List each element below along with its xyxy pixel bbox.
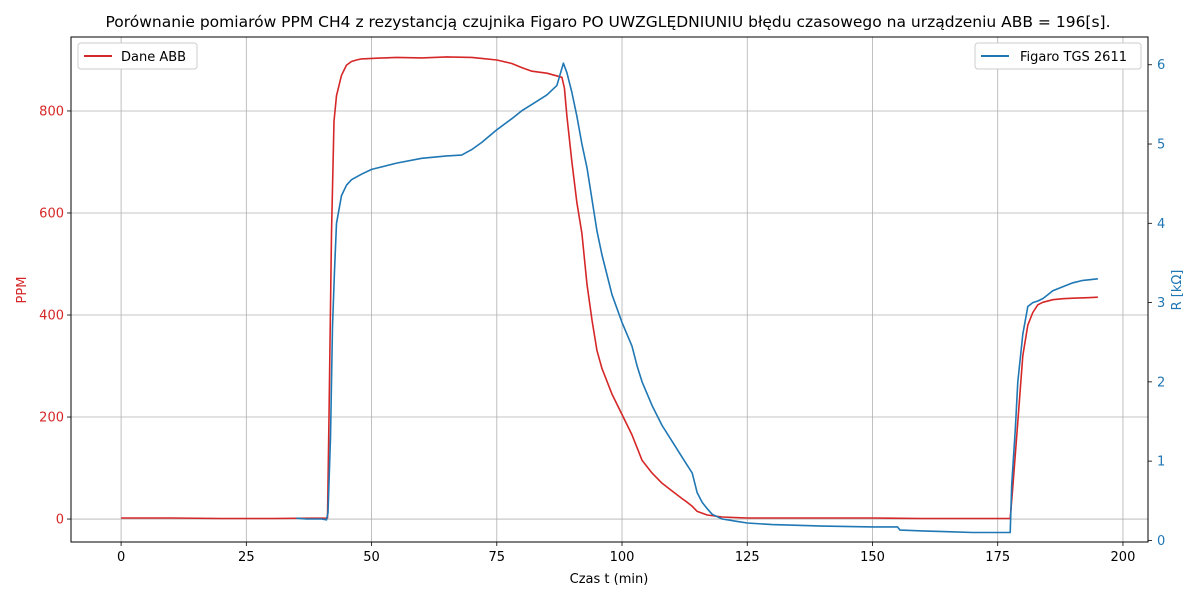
y-left-tick-label: 200 (39, 411, 64, 426)
y-left-tick-label: 0 (56, 513, 64, 528)
x-tick-label: 25 (238, 550, 255, 565)
y-axis-right-label: R [kΩ] (1170, 270, 1185, 311)
series-layer (121, 56, 1098, 534)
y-right-tick-label: 2 (1157, 375, 1165, 390)
legend-left: Dane ABB (77, 42, 198, 70)
x-tick-label: 50 (363, 550, 380, 565)
plot-frame (70, 36, 1149, 543)
y-right-tick-label: 1 (1157, 455, 1165, 470)
series-line-figaro (296, 62, 1098, 534)
x-tick-label: 75 (489, 550, 506, 565)
x-tick-label: 100 (610, 550, 635, 565)
x-tick-label: 175 (985, 550, 1010, 565)
legend-left-label: Dane ABB (121, 50, 186, 65)
y-right-tick-label: 5 (1157, 138, 1165, 153)
y-left-tick-label: 800 (39, 104, 64, 119)
legend-left-box (77, 42, 198, 70)
y-left-tick-label: 600 (39, 206, 64, 221)
chart-title: Porównanie pomiarów PPM CH4 z rezystancj… (105, 13, 1110, 31)
x-axis-label: Czas t (min) (570, 572, 649, 587)
legend-right-label: Figaro TGS 2611 (1020, 50, 1127, 65)
x-tick-label: 150 (860, 550, 885, 565)
y-right-tick-label: 6 (1157, 58, 1165, 73)
legend-right: Figaro TGS 2611 (974, 42, 1142, 70)
y-right-tick-label: 3 (1157, 296, 1165, 311)
x-tick-label: 0 (117, 550, 125, 565)
y-axis-left-label: PPM (15, 277, 30, 304)
y-right-tick-label: 0 (1157, 534, 1165, 549)
y-right-tick-label: 4 (1157, 217, 1165, 232)
y-left-tick-label: 400 (39, 309, 64, 324)
series-line-abb (121, 56, 1098, 520)
x-tick-label: 200 (1111, 550, 1136, 565)
x-tick-label: 125 (735, 550, 760, 565)
legend-right-box (974, 42, 1142, 70)
axes: 0 25 50 75 100 125 150 175 200 0 200 400 600 800 0 1 2 3 4… (39, 58, 1165, 565)
